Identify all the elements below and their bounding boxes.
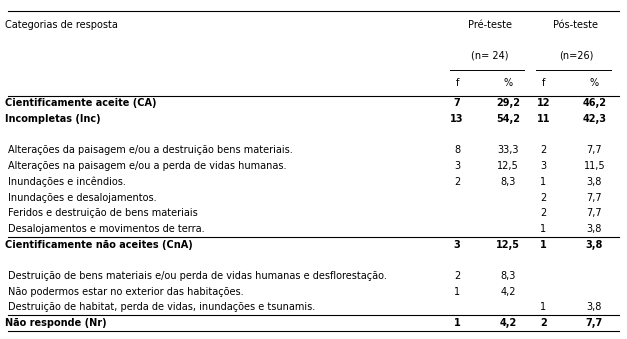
Text: 7,7: 7,7 bbox=[587, 145, 602, 156]
Text: 2: 2 bbox=[540, 145, 546, 156]
Text: (n= 24): (n= 24) bbox=[471, 51, 508, 60]
Text: Categorias de resposta: Categorias de resposta bbox=[4, 20, 117, 30]
Text: %: % bbox=[590, 78, 599, 87]
Text: Não podermos estar no exterior das habitações.: Não podermos estar no exterior das habit… bbox=[8, 287, 243, 297]
Text: %: % bbox=[503, 78, 513, 87]
Text: 3: 3 bbox=[540, 161, 546, 171]
Text: 3,8: 3,8 bbox=[586, 240, 603, 250]
Text: 7: 7 bbox=[454, 98, 460, 108]
Text: Destruição de bens materiais e/ou perda de vidas humanas e desflorestação.: Destruição de bens materiais e/ou perda … bbox=[8, 271, 386, 281]
Text: Não responde (Nr): Não responde (Nr) bbox=[4, 318, 106, 328]
Text: 7,7: 7,7 bbox=[587, 193, 602, 202]
Text: Destruição de habitat, perda de vidas, inundações e tsunamis.: Destruição de habitat, perda de vidas, i… bbox=[8, 302, 315, 312]
Text: 1: 1 bbox=[454, 287, 460, 297]
Text: Pós-teste: Pós-teste bbox=[554, 20, 599, 30]
Text: 1: 1 bbox=[540, 224, 546, 234]
Text: 2: 2 bbox=[540, 208, 546, 218]
Text: 13: 13 bbox=[450, 114, 464, 124]
Text: Alterações da paisagem e/ou a destruição bens materiais.: Alterações da paisagem e/ou a destruição… bbox=[8, 145, 292, 156]
Text: 2: 2 bbox=[540, 318, 547, 328]
Text: f: f bbox=[542, 78, 545, 87]
Text: Alterações na paisagem e/ou a perda de vidas humanas.: Alterações na paisagem e/ou a perda de v… bbox=[8, 161, 286, 171]
Text: 12: 12 bbox=[537, 98, 550, 108]
Text: 1: 1 bbox=[540, 240, 547, 250]
Text: 33,3: 33,3 bbox=[497, 145, 519, 156]
Text: 4,2: 4,2 bbox=[500, 318, 517, 328]
Text: Incompletas (Inc): Incompletas (Inc) bbox=[4, 114, 100, 124]
Text: Desalojamentos e movimentos de terra.: Desalojamentos e movimentos de terra. bbox=[8, 224, 204, 234]
Text: Feridos e destruição de bens materiais: Feridos e destruição de bens materiais bbox=[8, 208, 198, 218]
Text: Inundações e incêndios.: Inundações e incêndios. bbox=[8, 177, 125, 187]
Text: 11,5: 11,5 bbox=[584, 161, 605, 171]
Text: 11: 11 bbox=[537, 114, 550, 124]
Text: 3: 3 bbox=[454, 161, 460, 171]
Text: 3,8: 3,8 bbox=[587, 177, 602, 187]
Text: 3,8: 3,8 bbox=[587, 224, 602, 234]
Text: 42,3: 42,3 bbox=[582, 114, 606, 124]
Text: Inundações e desalojamentos.: Inundações e desalojamentos. bbox=[8, 193, 156, 202]
Text: 29,2: 29,2 bbox=[496, 98, 520, 108]
Text: 3: 3 bbox=[454, 240, 460, 250]
Text: 8,3: 8,3 bbox=[500, 177, 516, 187]
Text: Cientificamente não aceites (CnA): Cientificamente não aceites (CnA) bbox=[4, 240, 192, 250]
Text: Pré-teste: Pré-teste bbox=[468, 20, 512, 30]
Text: 7,7: 7,7 bbox=[587, 208, 602, 218]
Text: 3,8: 3,8 bbox=[587, 302, 602, 312]
Text: 2: 2 bbox=[454, 177, 460, 187]
Text: 12,5: 12,5 bbox=[496, 240, 520, 250]
Text: 1: 1 bbox=[454, 318, 460, 328]
Text: 1: 1 bbox=[540, 302, 546, 312]
Text: (n=26): (n=26) bbox=[559, 51, 593, 60]
Text: f: f bbox=[455, 78, 459, 87]
Text: 8,3: 8,3 bbox=[500, 271, 516, 281]
Text: 4,2: 4,2 bbox=[500, 287, 516, 297]
Text: 1: 1 bbox=[540, 177, 546, 187]
Text: 8: 8 bbox=[454, 145, 460, 156]
Text: 12,5: 12,5 bbox=[497, 161, 519, 171]
Text: 46,2: 46,2 bbox=[582, 98, 606, 108]
Text: 2: 2 bbox=[454, 271, 460, 281]
Text: 2: 2 bbox=[540, 193, 546, 202]
Text: Cientificamente aceite (CA): Cientificamente aceite (CA) bbox=[4, 98, 156, 108]
Text: 7,7: 7,7 bbox=[586, 318, 603, 328]
Text: 54,2: 54,2 bbox=[496, 114, 520, 124]
